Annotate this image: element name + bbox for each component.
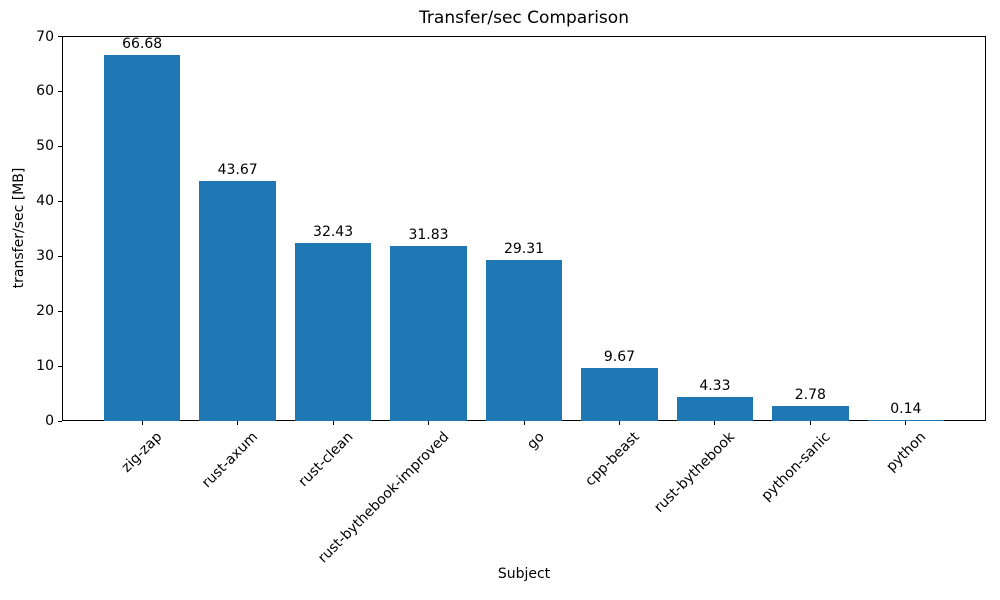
y-tick-label: 20 [36,303,54,320]
x-tick-label: python-sanic [758,429,834,505]
y-tick-label: 70 [36,28,54,45]
y-tick-mark [58,145,62,147]
bar [772,405,849,421]
bar-value-label: 4.33 [699,378,731,395]
bar-value-label: 29.31 [503,241,545,258]
bar [867,420,944,421]
bar [581,367,658,421]
x-tick-mark [714,421,716,425]
x-tick-mark [428,421,430,425]
y-tick-label: 60 [36,83,54,100]
bar-value-label: 43.67 [217,162,258,179]
x-tick-label: rust-bythebook [651,429,739,516]
chart-title: Transfer/sec Comparison [419,8,629,28]
y-tick-mark [58,36,62,38]
y-tick-mark [58,255,62,257]
x-axis-label: Subject [497,566,551,582]
bar [199,181,276,421]
y-axis-label: transfer/sec [MB] [11,167,27,289]
x-tick-mark [809,421,811,425]
bar-value-label: 31.83 [408,227,449,244]
bar [390,246,467,421]
x-tick-mark [905,421,907,425]
y-tick-mark [58,310,62,312]
x-tick-label: python [883,429,930,475]
x-tick-label: cpp-beast [582,429,643,490]
x-tick-mark [332,421,334,425]
x-tick-mark [523,421,525,425]
bar [676,397,754,421]
y-tick-label: 30 [36,248,54,265]
bar-value-label: 32.43 [313,223,354,240]
y-tick-mark [58,200,62,202]
x-tick-label: zig-zap [118,429,166,476]
y-tick-label: 0 [45,413,54,429]
y-tick-mark [58,90,62,92]
bar [485,260,563,421]
y-tick-mark [58,365,62,367]
bar-value-label: 9.67 [603,348,636,365]
x-tick-label: rust-clean [295,429,357,490]
x-tick-label: go [523,429,548,453]
x-tick-mark [618,421,620,425]
x-tick-mark [141,421,143,425]
y-tick-mark [58,420,62,422]
x-tick-mark [237,421,239,425]
y-tick-label: 40 [36,193,54,210]
x-tick-label: rust-axum [198,429,261,492]
bar-value-label: 2.78 [794,386,826,403]
bar-value-label: 0.14 [890,401,922,417]
y-tick-label: 10 [36,358,54,375]
y-tick-label: 50 [36,138,54,155]
bar-value-label: 66.68 [122,35,163,52]
bar [294,242,372,421]
bar [104,54,181,421]
